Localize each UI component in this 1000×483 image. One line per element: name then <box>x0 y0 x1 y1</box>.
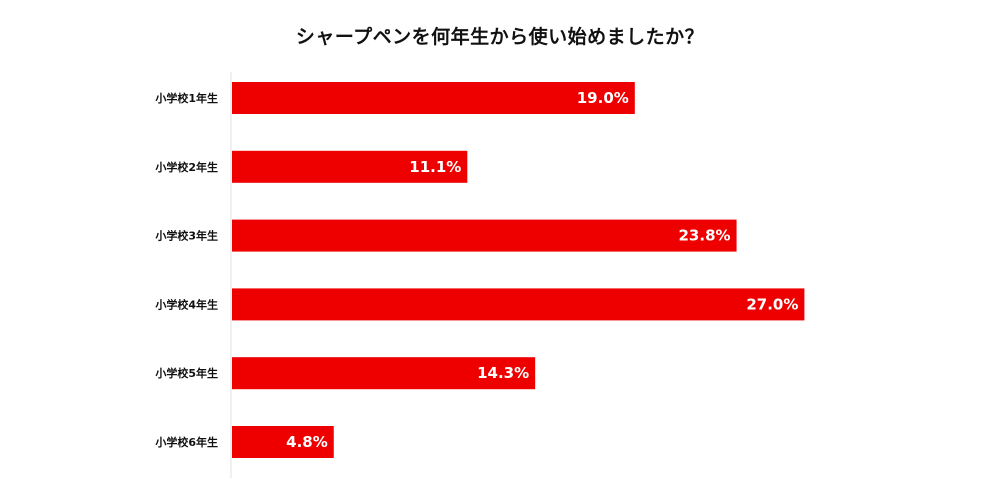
bar <box>232 150 468 183</box>
bar <box>232 426 334 458</box>
value-label: 27.0% <box>746 295 798 313</box>
chart-title: シャープペンを何年生から使い始めましたか？ <box>295 26 705 48</box>
value-label: 19.0% <box>577 89 629 107</box>
category-label: 小学校3年生 <box>154 229 218 243</box>
category-label: 小学校1年生 <box>154 91 218 105</box>
bar <box>232 219 737 252</box>
value-label: 14.3% <box>477 364 529 382</box>
value-label: 4.8% <box>286 433 328 451</box>
category-label: 小学校2年生 <box>154 160 218 174</box>
category-label: 小学校4年生 <box>154 297 218 311</box>
bar <box>232 82 635 114</box>
bar <box>232 357 536 390</box>
bar <box>232 288 805 321</box>
value-label: 11.1% <box>409 158 461 176</box>
category-label: 小学校5年生 <box>154 366 218 380</box>
category-label: 小学校6年生 <box>154 435 218 449</box>
value-label: 23.8% <box>679 227 731 245</box>
